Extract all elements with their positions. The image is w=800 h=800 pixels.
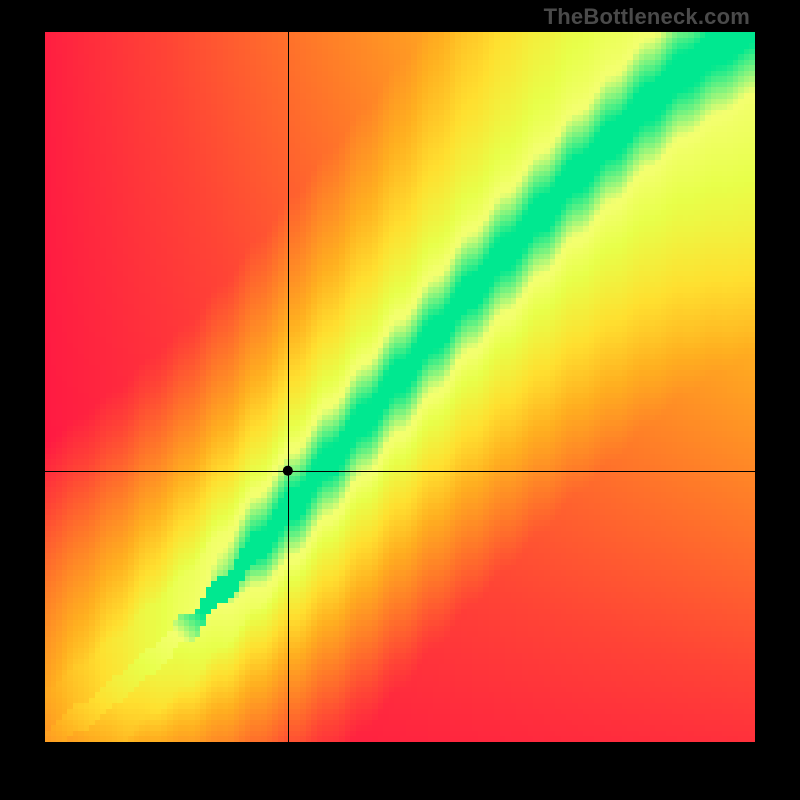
heatmap-canvas [45, 32, 755, 742]
figure-container: TheBottleneck.com [0, 0, 800, 800]
watermark-text: TheBottleneck.com [544, 4, 750, 30]
